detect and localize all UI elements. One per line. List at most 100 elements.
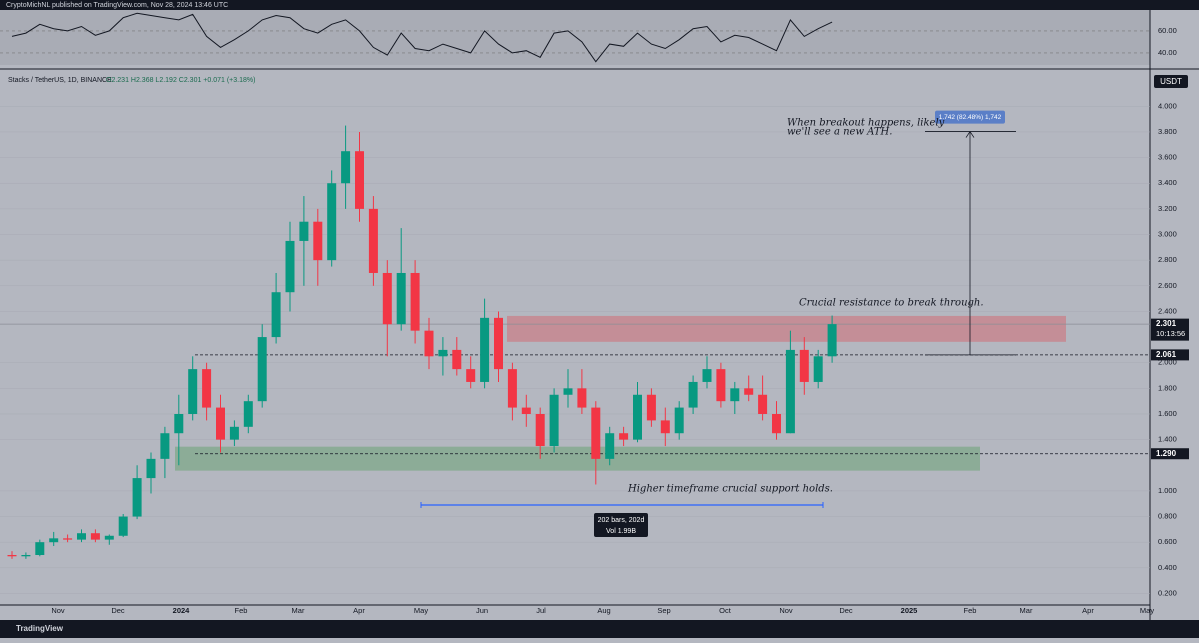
zone: [507, 315, 1066, 342]
candle-body: [229, 426, 239, 440]
candle-body: [688, 381, 698, 408]
y-tick-label: 1.800: [1158, 383, 1177, 392]
candle-body: [730, 388, 740, 402]
rsi-tick-label: 40.00: [1158, 48, 1177, 57]
symbol: Stacks / TetherUS, 1D, BINANCE: [8, 77, 112, 84]
candle-body: [785, 349, 795, 434]
candle-body: [7, 555, 17, 557]
ohlc: O2.231 H2.368 L2.192 C2.301 +0.071 (+3.1…: [106, 77, 255, 84]
candle-body: [813, 356, 823, 382]
y-tick-label: 0.400: [1158, 563, 1177, 572]
x-tick-label: Feb: [964, 606, 977, 615]
measure-label-box: [935, 110, 1005, 124]
annotation: we'll see a new ATH.: [787, 127, 892, 138]
candle-body: [104, 535, 114, 540]
y-tick-label: 2.600: [1158, 281, 1177, 290]
x-tick-label: 2024: [173, 606, 191, 615]
candle-body: [174, 413, 184, 434]
y-tick-label: 1.600: [1158, 409, 1177, 418]
bottom-bar: [0, 620, 1199, 638]
candle-body: [243, 401, 253, 427]
candle-body: [285, 240, 295, 293]
y-tick-label: 2.000: [1158, 358, 1177, 367]
x-tick-label: Mar: [292, 606, 305, 615]
x-tick-label: Jul: [536, 606, 546, 615]
candle-body: [646, 394, 656, 421]
x-tick-label: Apr: [1082, 606, 1094, 615]
y-tick-label: 2.400: [1158, 306, 1177, 315]
x-tick-label: Sep: [657, 606, 670, 615]
x-tick-label: 2025: [901, 606, 918, 615]
candle-body: [90, 533, 100, 540]
candle-body: [63, 538, 73, 540]
candle-body: [827, 324, 837, 357]
annotation: Higher timeframe crucial support holds.: [627, 484, 833, 495]
price-label: 1.290: [1156, 449, 1177, 458]
candle-body: [382, 272, 392, 325]
candle-body: [619, 433, 629, 440]
price-label-box: [1151, 448, 1189, 460]
candle-body: [660, 420, 670, 434]
candle-body: [77, 533, 86, 540]
candle-body: [716, 369, 726, 402]
x-tick-label: Apr: [353, 606, 365, 615]
x-tick-label: May: [414, 606, 428, 615]
candle-body: [188, 369, 198, 414]
range-label: Vol 1.99B: [606, 528, 636, 535]
candle-body: [494, 317, 503, 370]
annotation: When breakout happens, likely: [787, 118, 945, 129]
measure-label: 1.742 (82.48%) 1,742: [939, 114, 1002, 121]
candle-body: [772, 413, 781, 434]
x-tick-label: Dec: [111, 606, 125, 615]
y-tick-label: 3.600: [1158, 153, 1177, 162]
candle-body: [591, 407, 601, 459]
y-tick-label: 0.800: [1158, 512, 1177, 521]
candle-body: [396, 272, 406, 325]
candle-body: [257, 337, 267, 402]
candle-body: [299, 221, 309, 241]
candle-body: [271, 292, 281, 338]
price-label: 2.061: [1156, 350, 1177, 359]
candle-body: [521, 407, 531, 414]
x-tick-label: Aug: [597, 606, 610, 615]
candle-body: [480, 317, 490, 382]
currency-box: [1154, 75, 1188, 88]
candle-body: [577, 388, 587, 408]
y-tick-label: 3.200: [1158, 204, 1177, 213]
candle-body: [674, 407, 684, 434]
y-tick-label: 4.000: [1158, 101, 1177, 110]
candle-body: [605, 433, 615, 459]
rsi-tick-label: 60.00: [1158, 26, 1177, 35]
candle-body: [35, 542, 45, 556]
x-tick-label: Nov: [51, 606, 65, 615]
candle-body: [549, 394, 559, 447]
price-label: 2.301: [1156, 319, 1177, 328]
price-label-box: [1151, 318, 1189, 341]
candle-body: [146, 458, 156, 479]
rsi-pane: [0, 10, 1150, 65]
y-tick-label: 3.800: [1158, 127, 1177, 136]
candle-body: [132, 478, 142, 517]
candle-body: [118, 516, 128, 536]
candle-body: [410, 272, 420, 331]
candle-body: [563, 388, 573, 395]
candle-body: [341, 151, 351, 184]
candle-body: [466, 369, 476, 382]
candle-body: [313, 221, 323, 261]
y-tick-label: 3.000: [1158, 230, 1177, 239]
candle-body: [758, 394, 768, 414]
measure-arrowhead: [965, 130, 975, 138]
y-tick-label: 0.600: [1158, 537, 1177, 546]
x-tick-label: Feb: [235, 606, 248, 615]
candle-body: [633, 394, 642, 440]
zone: [175, 446, 980, 471]
candle-body: [355, 151, 364, 209]
candle-body: [799, 349, 809, 382]
rsi-line: [11, 12, 833, 63]
y-tick-label: 3.400: [1158, 178, 1177, 187]
currency: USDT: [1160, 77, 1182, 86]
candle-body: [452, 349, 462, 370]
candle-body: [49, 538, 59, 543]
y-tick-label: 1.400: [1158, 435, 1177, 444]
